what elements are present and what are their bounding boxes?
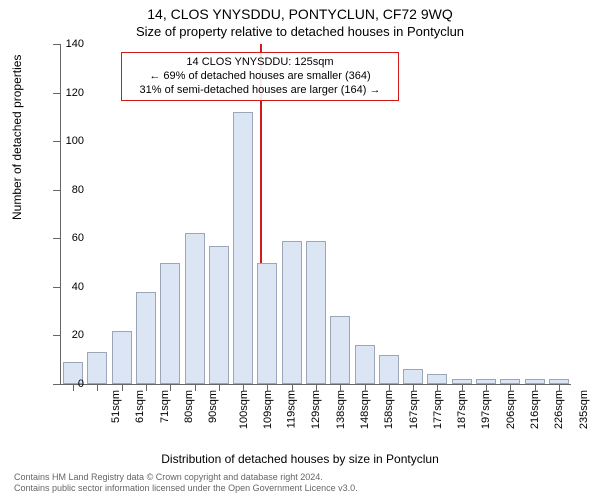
x-tick (535, 384, 536, 391)
x-tick (219, 384, 220, 391)
footer-line-2: Contains public sector information licen… (14, 483, 358, 494)
annotation-line-2: ← 69% of detached houses are smaller (36… (130, 70, 390, 84)
x-tick-label: 100sqm (238, 390, 250, 429)
x-tick-label: 235sqm (578, 390, 590, 429)
bar (185, 233, 205, 384)
x-tick-label: 138sqm (335, 390, 347, 429)
y-tick (53, 44, 61, 45)
x-tick-label: 206sqm (505, 390, 517, 429)
x-tick (97, 384, 98, 391)
x-tick (316, 384, 317, 391)
bar (306, 241, 326, 384)
bar (330, 316, 350, 384)
x-tick-label: 119sqm (285, 390, 297, 428)
bar (209, 246, 229, 384)
y-tick-label: 140 (66, 38, 84, 50)
x-tick-label: 148sqm (359, 390, 371, 429)
x-tick (122, 384, 123, 391)
x-tick (462, 384, 463, 391)
chart-area: 14 CLOS YNYSDDU: 125sqm ← 69% of detache… (60, 44, 570, 404)
bar (112, 331, 132, 384)
bar (160, 263, 180, 384)
y-tick (53, 238, 61, 239)
y-tick (53, 141, 61, 142)
x-tick-label: 158sqm (383, 390, 395, 429)
x-tick-label: 187sqm (456, 390, 468, 429)
bar (282, 241, 302, 384)
x-tick (243, 384, 244, 391)
x-tick-label: 197sqm (481, 390, 493, 429)
x-tick (559, 384, 560, 391)
bar (257, 263, 277, 384)
annotation-line-3: 31% of semi-detached houses are larger (… (130, 84, 390, 98)
x-tick-label: 71sqm (159, 390, 171, 423)
y-tick-label: 20 (72, 329, 84, 341)
y-tick (53, 287, 61, 288)
x-tick (486, 384, 487, 391)
x-tick-label: 51sqm (110, 390, 122, 423)
bar (403, 369, 423, 384)
x-tick (170, 384, 171, 391)
x-tick-label: 226sqm (553, 390, 565, 429)
x-tick (267, 384, 268, 391)
x-tick-label: 177sqm (432, 390, 444, 429)
chart-subtitle: Size of property relative to detached ho… (0, 22, 600, 39)
y-tick-label: 60 (72, 232, 84, 244)
x-tick-label: 90sqm (207, 390, 219, 423)
y-tick-label: 80 (72, 184, 84, 196)
plot-region: 14 CLOS YNYSDDU: 125sqm ← 69% of detache… (60, 44, 571, 385)
y-tick-label: 0 (78, 378, 84, 390)
y-tick (53, 384, 61, 385)
y-tick (53, 93, 61, 94)
footer-line-1: Contains HM Land Registry data © Crown c… (14, 472, 358, 483)
bar (355, 345, 375, 384)
chart-title: 14, CLOS YNYSDDU, PONTYCLUN, CF72 9WQ (0, 0, 600, 22)
x-tick-label: 109sqm (262, 390, 274, 429)
x-tick (510, 384, 511, 391)
x-axis-title: Distribution of detached houses by size … (0, 452, 600, 466)
annotation-box: 14 CLOS YNYSDDU: 125sqm ← 69% of detache… (121, 52, 399, 101)
x-tick-label: 167sqm (408, 390, 420, 429)
y-tick-label: 100 (66, 135, 84, 147)
x-tick (292, 384, 293, 391)
bar (233, 112, 253, 384)
y-tick (53, 335, 61, 336)
x-tick (146, 384, 147, 391)
footer: Contains HM Land Registry data © Crown c… (14, 472, 358, 494)
x-tick (365, 384, 366, 391)
chart-container: 14, CLOS YNYSDDU, PONTYCLUN, CF72 9WQ Si… (0, 0, 600, 500)
x-tick (73, 384, 74, 391)
x-tick (389, 384, 390, 391)
x-tick (437, 384, 438, 391)
x-tick (413, 384, 414, 391)
x-tick (340, 384, 341, 391)
x-tick-label: 61sqm (134, 390, 146, 423)
x-tick-label: 216sqm (529, 390, 541, 429)
y-tick-label: 40 (72, 281, 84, 293)
x-tick (195, 384, 196, 391)
x-tick-label: 80sqm (183, 390, 195, 423)
bar (136, 292, 156, 384)
y-tick-label: 120 (66, 87, 84, 99)
y-tick (53, 190, 61, 191)
annotation-line-1: 14 CLOS YNYSDDU: 125sqm (130, 56, 390, 70)
bar (427, 374, 447, 384)
y-axis-title: Number of detached properties (10, 55, 24, 220)
x-tick-label: 129sqm (311, 390, 323, 429)
bar (379, 355, 399, 384)
bar (87, 352, 107, 384)
